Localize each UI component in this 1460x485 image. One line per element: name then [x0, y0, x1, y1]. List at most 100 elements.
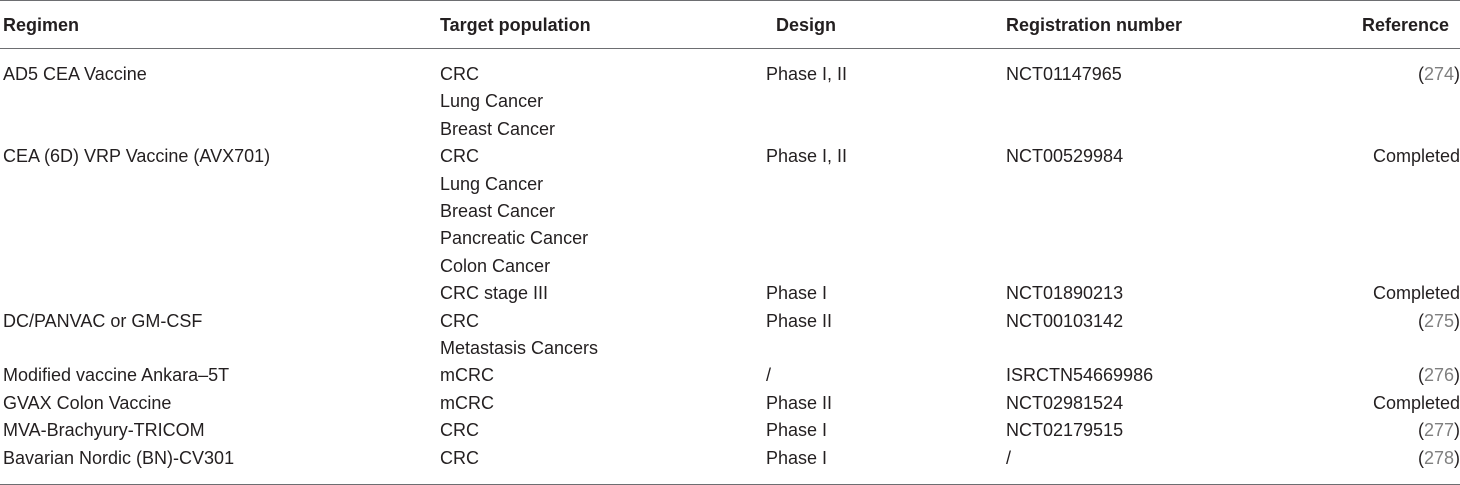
cell-registration-number [1006, 88, 1360, 115]
cell-target-population: Breast Cancer [440, 118, 556, 139]
cell-target-population: mCRC [440, 365, 494, 386]
cell-registration-number: NCT02179515 [1006, 420, 1124, 441]
cell-registration-number [1006, 116, 1360, 143]
header-reference: Reference [1362, 15, 1450, 35]
cell-registration-number [1006, 253, 1360, 280]
cell-reference: Completed [1360, 390, 1460, 417]
cell-reference [1360, 198, 1460, 225]
reference-status [1455, 338, 1460, 358]
header-design: Design [776, 15, 837, 35]
cell-regimen: Modified vaccine Ankara–5T [3, 365, 230, 386]
reference-status [1455, 201, 1460, 221]
cell-reference: (274) [1417, 64, 1460, 84]
cell-regimen: AD5 CEA Vaccine [3, 64, 147, 84]
cell-regimen: CEA (6D) VRP Vaccine (AVX701) [3, 146, 271, 167]
table-row: DC/PANVAC or GM-CSF CRC Phase II NCT0010314… [0, 308, 1460, 335]
table-row: GVAX Colon Vaccine mCRC Phase II NCT0298152… [0, 390, 1460, 417]
cell-registration-number [1006, 198, 1360, 225]
table-row: Metastasis Cancers [0, 335, 1460, 362]
cell-design [766, 171, 1006, 198]
cell-design: Phase I [766, 447, 828, 468]
cell-regimen: DC/PANVAC or GM-CSF [3, 310, 203, 331]
reference-status: Completed [1372, 283, 1460, 304]
cell-regimen [0, 171, 440, 198]
cell-design: Phase I [766, 283, 828, 304]
cell-registration-number [1006, 225, 1360, 252]
table-row: CEA (6D) VRP Vaccine (AVX701) CRC Phase I,… [0, 143, 1460, 170]
cell-registration-number: ISRCTN54669986 [1006, 365, 1154, 386]
table-body: AD5 CEA Vaccine CRC Phase I, II NCT01147965… [0, 61, 1460, 472]
table-row: MVA-Brachyury-TRICOM CRC Phase I NCT0217951… [0, 417, 1460, 444]
table-row: Modified vaccine Ankara–5T mCRC / ISRCTN546… [0, 362, 1460, 389]
reference-citation-link[interactable]: 276 [1423, 365, 1454, 386]
table-row: Colon Cancer [0, 253, 1460, 280]
cell-reference: (277) [1417, 420, 1460, 441]
table-row: Lung Cancer [0, 88, 1460, 115]
cell-reference [1360, 225, 1460, 252]
header-registration-number: Registration number [1006, 15, 1183, 35]
cell-regimen [0, 280, 440, 307]
cell-design [766, 225, 1006, 252]
cell-target-population: CRC [440, 64, 479, 84]
cell-registration-number: NCT01147965 [1006, 64, 1122, 84]
table-row: Breast Cancer [0, 198, 1460, 225]
table-row: AD5 CEA Vaccine CRC Phase I, II NCT01147965… [0, 61, 1460, 88]
cell-reference: Completed [1360, 280, 1460, 307]
cell-registration-number: NCT02981524 [1006, 392, 1124, 413]
table-row: CRC stage III Phase I NCT01890213 Completed [0, 280, 1460, 307]
cell-registration-number [1006, 335, 1360, 362]
cell-regimen [0, 198, 440, 225]
cell-design [766, 116, 1006, 143]
cell-reference: (278) [1417, 447, 1460, 468]
cell-target-population: Colon Cancer [440, 255, 551, 276]
cell-design: Phase I, II [766, 64, 848, 84]
cell-reference [1360, 253, 1460, 280]
reference-status: Completed [1372, 392, 1460, 413]
cell-reference: (276) [1417, 365, 1460, 386]
cell-design [766, 253, 1006, 280]
cell-design: Phase I [766, 420, 828, 441]
cell-target-population: Pancreatic Cancer [440, 228, 589, 249]
cell-design [766, 198, 1006, 225]
cell-registration-number: / [1006, 447, 1012, 468]
cell-target-population: Lung Cancer [440, 91, 544, 112]
cell-target-population: Breast Cancer [440, 201, 556, 222]
reference-citation-link[interactable]: 278 [1423, 447, 1454, 468]
cell-registration-number [1006, 171, 1360, 198]
cell-target-population: CRC [440, 310, 479, 331]
table-row: Bavarian Nordic (BN)-CV301 CRC Phase I / (27… [0, 445, 1460, 472]
cell-registration-number: NCT00103142 [1006, 310, 1124, 331]
table-header: Regimen Target population Design Registr… [0, 0, 1460, 48]
cell-reference [1360, 335, 1460, 362]
table-row: Pancreatic Cancer [0, 225, 1460, 252]
reference-status [1455, 119, 1460, 139]
cell-target-population: CRC [440, 420, 479, 441]
cell-target-population: CRC stage III [440, 283, 549, 304]
table-row: Breast Cancer [0, 116, 1460, 143]
cell-regimen: Bavarian Nordic (BN)-CV301 [3, 447, 235, 468]
table-row: Lung Cancer [0, 171, 1460, 198]
cell-design [766, 88, 1006, 115]
reference-status [1455, 228, 1460, 248]
cell-reference: (275) [1417, 310, 1460, 331]
cell-design: Phase II [766, 392, 833, 413]
cell-regimen [0, 253, 440, 280]
cell-regimen [0, 88, 440, 115]
reference-status [1455, 91, 1460, 111]
reference-citation-link[interactable]: 275 [1423, 310, 1454, 331]
cell-design [766, 335, 1006, 362]
header-target-population: Target population [440, 15, 591, 35]
reference-citation-link[interactable]: 274 [1423, 64, 1454, 84]
reference-citation-link[interactable]: 277 [1423, 420, 1454, 441]
cell-target-population: CRC [440, 447, 479, 468]
cell-target-population: Lung Cancer [440, 173, 544, 194]
reference-status [1455, 174, 1460, 194]
cell-target-population: mCRC [440, 392, 494, 413]
reference-status [1455, 256, 1460, 276]
cell-reference [1360, 171, 1460, 198]
cell-regimen: GVAX Colon Vaccine [3, 392, 172, 413]
cell-reference: Completed [1360, 143, 1460, 170]
cell-registration-number: NCT00529984 [1006, 146, 1124, 167]
cell-target-population: CRC [440, 146, 479, 167]
